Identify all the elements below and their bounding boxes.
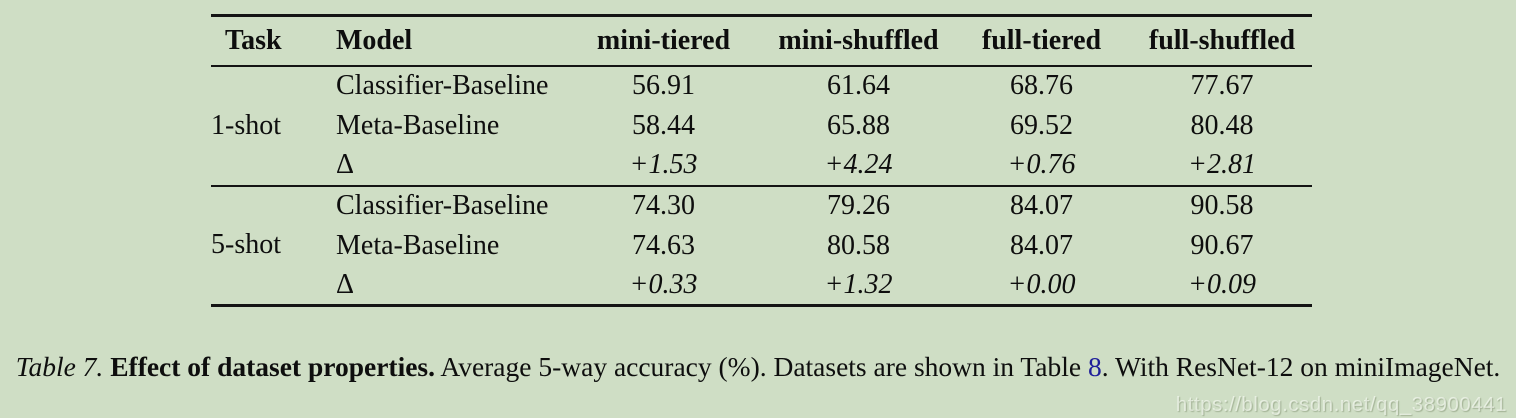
column-header-task: Task	[225, 24, 282, 56]
caption-label: Table 7.	[15, 351, 104, 382]
cell-value: 69.52	[1010, 109, 1073, 141]
results-table: Task Model mini-tiered mini-shuffled ful…	[211, 14, 1312, 307]
table-8-reference-link[interactable]: 8	[1087, 351, 1102, 382]
cell-value: +0.00	[1007, 268, 1076, 300]
column-header-mini-shuffled: mini-shuffled	[778, 24, 939, 56]
table-row: Meta-Baseline 58.44 65.88 69.52 80.48	[211, 106, 1312, 146]
cell-value: 90.58	[1190, 190, 1254, 221]
csdn-watermark: https://blog.csdn.net/qq_38900441	[1175, 393, 1507, 416]
task-label-5shot: 5-shot	[211, 229, 281, 261]
caption-text: . With ResNet-12 on miniImageNet.	[1101, 351, 1501, 382]
model-label: Meta-Baseline	[336, 229, 500, 261]
delta-symbol: Δ	[336, 149, 355, 180]
cell-value: 90.67	[1190, 229, 1254, 261]
table-row: Meta-Baseline 74.63 80.58 84.07 90.67	[211, 226, 1312, 266]
cell-value: +0.33	[629, 268, 698, 300]
section-1shot: 1-shot Classifier-Baseline 56.91 61.64 6…	[211, 66, 1312, 186]
section-5shot: 5-shot Classifier-Baseline 74.30 79.26 8…	[211, 186, 1312, 306]
cell-value: 61.64	[827, 70, 890, 101]
column-header-model: Model	[336, 24, 413, 56]
column-header-mini-tiered: mini-tiered	[596, 24, 731, 56]
table-row-delta: Δ +1.53 +4.24 +0.76 +2.81	[211, 146, 1312, 186]
cell-value: 65.88	[827, 109, 890, 141]
cell-value: 84.07	[1010, 190, 1073, 221]
cell-value: 77.67	[1190, 70, 1254, 101]
cell-value: 84.07	[1010, 229, 1073, 261]
caption-title: Effect of dataset properties.	[103, 351, 436, 382]
cell-value: +0.09	[1188, 268, 1256, 300]
cell-value: +1.53	[629, 149, 698, 180]
cell-value: +1.32	[824, 268, 893, 300]
model-label: Meta-Baseline	[336, 109, 500, 141]
cell-value: +0.76	[1007, 149, 1076, 180]
cell-value: 56.91	[632, 70, 695, 101]
cell-value: 74.63	[632, 229, 695, 261]
table-header: Task Model mini-tiered mini-shuffled ful…	[211, 16, 1312, 66]
cell-value: 79.26	[827, 190, 890, 221]
cell-value: 80.58	[827, 229, 890, 261]
table-row: 5-shot Classifier-Baseline 74.30 79.26 8…	[211, 186, 1312, 260]
cell-value: +2.81	[1188, 149, 1256, 180]
model-label: Classifier-Baseline	[336, 70, 549, 101]
column-header-full-tiered: full-tiered	[981, 24, 1102, 56]
model-label: Classifier-Baseline	[336, 190, 549, 221]
cell-value: 68.76	[1010, 70, 1073, 101]
table-caption: Table 7. Effect of dataset properties. A…	[0, 351, 1516, 383]
column-header-full-shuffled: full-shuffled	[1148, 24, 1296, 56]
table-row-delta: Δ +0.33 +1.32 +0.00 +0.09	[211, 266, 1312, 306]
cell-value: 58.44	[632, 109, 695, 141]
task-label-1shot: 1-shot	[211, 109, 281, 141]
caption-text: Average 5-way accuracy (%). Datasets are…	[435, 351, 1088, 382]
cell-value: 74.30	[632, 190, 695, 221]
table-row: 1-shot Classifier-Baseline 56.91 61.64 6…	[211, 66, 1312, 141]
delta-symbol: Δ	[336, 268, 355, 300]
header-row: Task Model mini-tiered mini-shuffled ful…	[211, 16, 1312, 66]
cell-value: +4.24	[824, 149, 893, 180]
cell-value: 80.48	[1190, 109, 1254, 141]
